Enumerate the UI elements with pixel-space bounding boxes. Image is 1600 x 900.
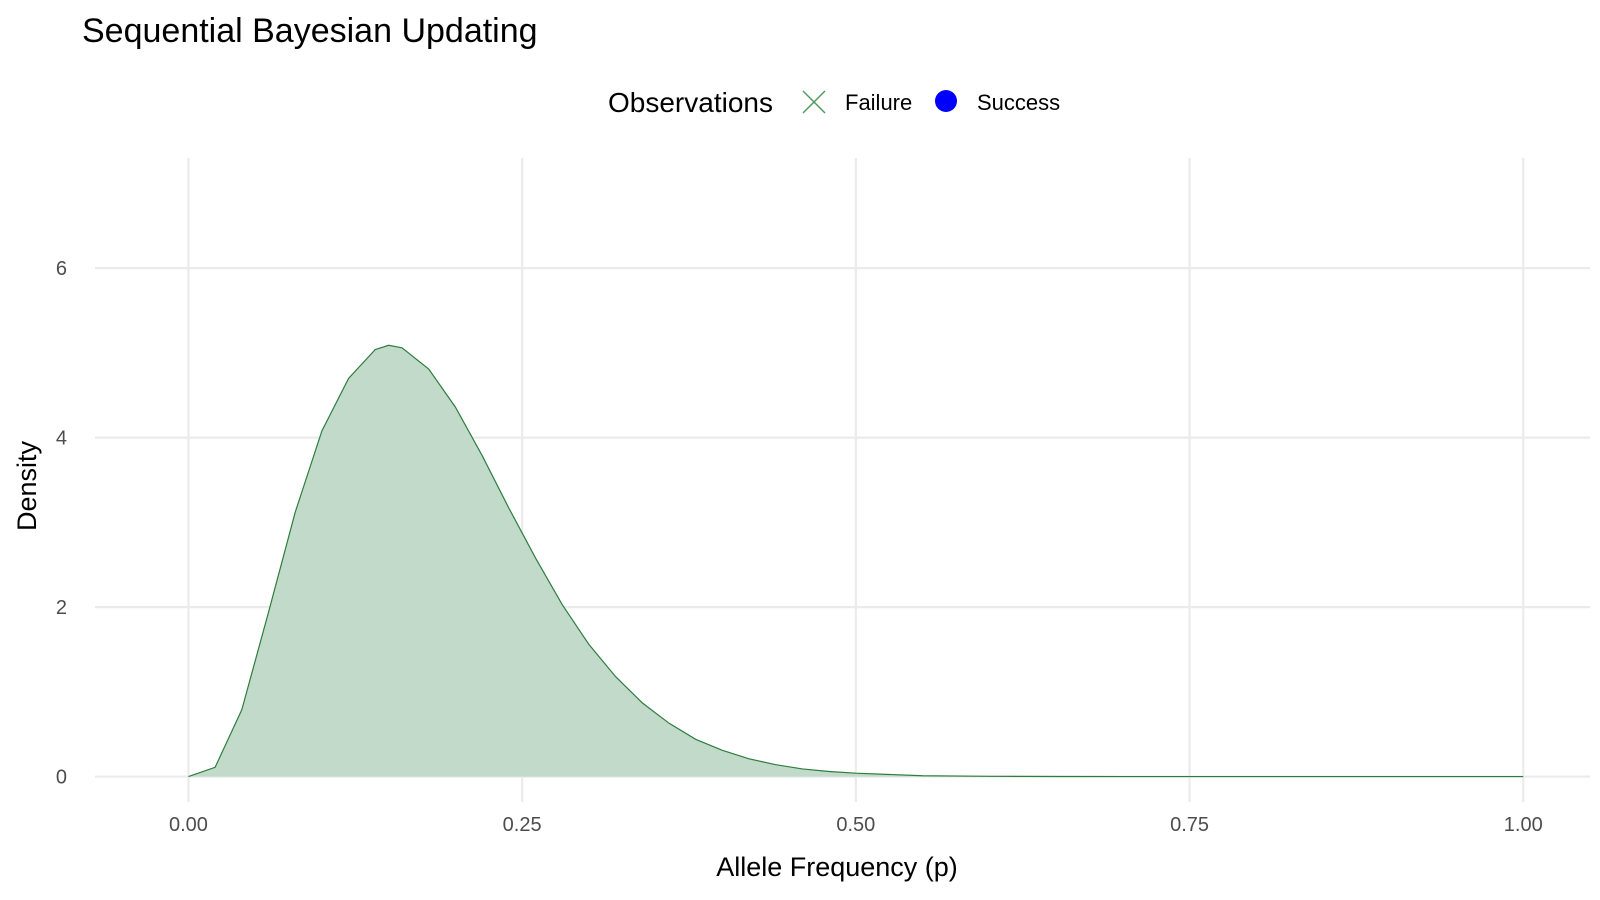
y-tick-label: 2 [56, 597, 67, 619]
legend-title: Observations [608, 87, 773, 118]
x-tick-label: 0.75 [1170, 814, 1209, 836]
legend-label-failure: Failure [845, 90, 912, 115]
x-tick-label: 0.00 [169, 814, 208, 836]
chart-title: Sequential Bayesian Updating [82, 12, 538, 50]
density-curve [188, 344, 1524, 778]
y-axis-title: Density [12, 440, 42, 531]
legend: Observations Failure Success [608, 87, 1060, 118]
x-tick-label: 1.00 [1504, 814, 1543, 836]
x-tick-label: 0.50 [836, 814, 875, 836]
y-axis-ticks: 0 2 4 6 [56, 258, 67, 788]
legend-failure-cross-icon-stroke [802, 90, 826, 114]
density-fill [188, 345, 1524, 777]
legend-item-failure: Failure [802, 90, 912, 115]
y-tick-label: 0 [56, 767, 67, 789]
y-tick-label: 4 [56, 428, 67, 450]
legend-success-dot-icon [935, 90, 957, 112]
density-area [188, 344, 1524, 778]
x-axis-title: Allele Frequency (p) [716, 852, 958, 882]
x-tick-label: 0.25 [503, 814, 542, 836]
legend-item-success: Success [935, 90, 1060, 115]
x-axis-ticks: 0.00 0.25 0.50 0.75 1.00 [169, 814, 1543, 836]
legend-label-success: Success [977, 90, 1060, 115]
grid [95, 158, 1590, 802]
y-tick-label: 6 [56, 258, 67, 280]
